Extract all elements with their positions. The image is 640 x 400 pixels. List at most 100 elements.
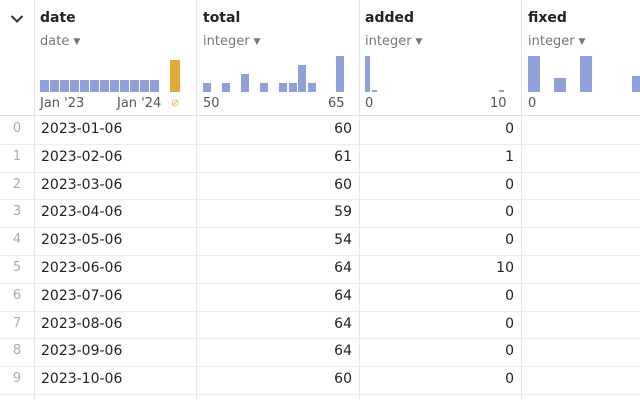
cell-total[interactable]: 60 xyxy=(334,176,352,193)
row-index: 4 xyxy=(12,232,22,248)
cell-added[interactable]: 0 xyxy=(505,343,514,360)
table-row[interactable]: 4 2023-05-06 54 0 xyxy=(0,227,640,255)
histogram-bar[interactable] xyxy=(499,90,505,92)
histogram-null-bar[interactable] xyxy=(170,60,180,92)
histogram-bar[interactable] xyxy=(580,56,592,92)
histogram-bar[interactable] xyxy=(60,80,69,92)
histogram-bar[interactable] xyxy=(241,74,249,92)
cell-date[interactable]: 2023-02-06 xyxy=(41,148,123,165)
caret-down-icon: ▼ xyxy=(73,37,81,47)
cell-total[interactable]: 61 xyxy=(334,148,352,165)
cell-added[interactable]: 0 xyxy=(505,315,514,332)
cell-date[interactable]: 2023-07-06 xyxy=(41,287,123,304)
column-histogram[interactable] xyxy=(365,56,506,92)
histogram-bar[interactable] xyxy=(203,83,211,92)
table-row[interactable]: 5 2023-06-06 64 10 xyxy=(0,255,640,283)
cell-added[interactable]: 1 xyxy=(505,148,514,165)
row-index: 5 xyxy=(12,260,22,275)
histogram-bar[interactable] xyxy=(336,56,344,92)
cell-added[interactable]: 0 xyxy=(505,232,514,249)
histogram-bar[interactable] xyxy=(260,83,268,92)
table-row[interactable]: 3 2023-04-06 59 0 xyxy=(0,199,640,227)
column-histogram[interactable] xyxy=(203,56,344,92)
cell-total[interactable]: 64 xyxy=(334,343,352,360)
caret-down-icon: ▼ xyxy=(253,37,261,47)
cell-added[interactable]: 0 xyxy=(505,204,514,221)
column-type-label: integer xyxy=(365,34,412,49)
cell-added[interactable]: 0 xyxy=(505,287,514,304)
cell-date[interactable]: 2023-01-06 xyxy=(41,121,123,137)
histogram-bar[interactable] xyxy=(279,83,287,92)
cell-total[interactable]: 64 xyxy=(334,315,352,332)
table-row[interactable]: 0 2023-01-06 60 0 xyxy=(0,116,640,144)
null-icon: ⊘ xyxy=(171,98,180,109)
table-row[interactable]: 9 2023-10-06 60 0 xyxy=(0,366,640,394)
column-histogram[interactable] xyxy=(528,56,640,92)
histogram-bar[interactable] xyxy=(222,83,230,92)
row-divider xyxy=(0,199,640,201)
histogram-bar[interactable] xyxy=(528,56,540,92)
caret-down-icon: ▼ xyxy=(578,37,586,47)
cell-total[interactable]: 59 xyxy=(334,204,352,221)
column-type-dropdown[interactable]: integer ▼ xyxy=(203,34,260,49)
column-histogram[interactable] xyxy=(40,56,188,92)
table-row[interactable]: 1 2023-02-06 61 1 xyxy=(0,144,640,172)
histogram-bar[interactable] xyxy=(288,83,297,92)
cell-date[interactable]: 2023-09-06 xyxy=(41,343,123,360)
column-name: date xyxy=(40,10,76,26)
column-type-label: integer xyxy=(203,34,250,49)
row-index: 8 xyxy=(12,343,22,359)
row-index: 9 xyxy=(12,371,22,387)
histogram-bar[interactable] xyxy=(90,80,99,92)
cell-added[interactable]: 0 xyxy=(505,176,514,193)
cell-total[interactable]: 54 xyxy=(334,232,352,249)
histogram-bar[interactable] xyxy=(70,80,79,92)
histogram-bar[interactable] xyxy=(120,80,129,92)
histogram-bar[interactable] xyxy=(365,56,370,92)
histogram-bar[interactable] xyxy=(110,80,119,92)
cell-total[interactable]: 60 xyxy=(334,121,352,137)
cell-added[interactable]: 0 xyxy=(505,371,514,388)
table-row[interactable]: 7 2023-08-06 64 0 xyxy=(0,311,640,339)
caret-down-icon: ▼ xyxy=(415,37,423,47)
histogram-bar[interactable] xyxy=(307,83,316,92)
cell-date[interactable]: 2023-04-06 xyxy=(41,204,123,221)
histogram-bar[interactable] xyxy=(130,80,139,92)
cell-total[interactable]: 60 xyxy=(334,371,352,388)
cell-added[interactable]: 0 xyxy=(505,121,514,137)
axis-min-label: Jan '23 xyxy=(40,96,85,111)
histogram-bar[interactable] xyxy=(150,80,159,92)
axis-max-label: Jan '24 xyxy=(117,96,162,111)
cell-total[interactable]: 64 xyxy=(334,260,352,276)
column-type-dropdown[interactable]: integer ▼ xyxy=(528,34,585,49)
histogram-bar[interactable] xyxy=(372,90,378,92)
histogram-bar[interactable] xyxy=(40,80,49,92)
histogram-bar[interactable] xyxy=(50,80,59,92)
histogram-bar[interactable] xyxy=(100,80,109,92)
cell-added[interactable]: 10 xyxy=(496,260,514,276)
axis-min-label: 50 xyxy=(203,96,220,111)
cell-date[interactable]: 2023-08-06 xyxy=(41,315,123,332)
column-type-dropdown[interactable]: integer ▼ xyxy=(365,34,422,49)
collapse-toggle-button[interactable] xyxy=(6,8,28,30)
histogram-bar[interactable] xyxy=(80,80,89,92)
column-type-dropdown[interactable]: date ▼ xyxy=(40,34,80,49)
table-row[interactable]: 6 2023-07-06 64 0 xyxy=(0,283,640,311)
cell-date[interactable]: 2023-05-06 xyxy=(41,232,123,249)
cell-total[interactable]: 64 xyxy=(334,287,352,304)
axis-min-label: 0 xyxy=(365,96,374,111)
cell-date[interactable]: 2023-06-06 xyxy=(41,260,123,276)
histogram-bar[interactable] xyxy=(298,65,306,92)
row-divider xyxy=(0,366,640,368)
header-divider xyxy=(0,115,640,116)
column-name: total xyxy=(203,10,241,26)
cell-date[interactable]: 2023-10-06 xyxy=(41,371,123,388)
histogram-bar[interactable] xyxy=(554,78,566,92)
histogram-bar[interactable] xyxy=(632,76,640,92)
table-row[interactable]: 2 2023-03-06 60 0 xyxy=(0,172,640,200)
column-name: fixed xyxy=(528,10,567,26)
histogram-bar[interactable] xyxy=(140,80,149,92)
cell-date[interactable]: 2023-03-06 xyxy=(41,176,123,193)
table-row[interactable]: 8 2023-09-06 64 0 xyxy=(0,338,640,366)
row-divider xyxy=(0,394,640,395)
